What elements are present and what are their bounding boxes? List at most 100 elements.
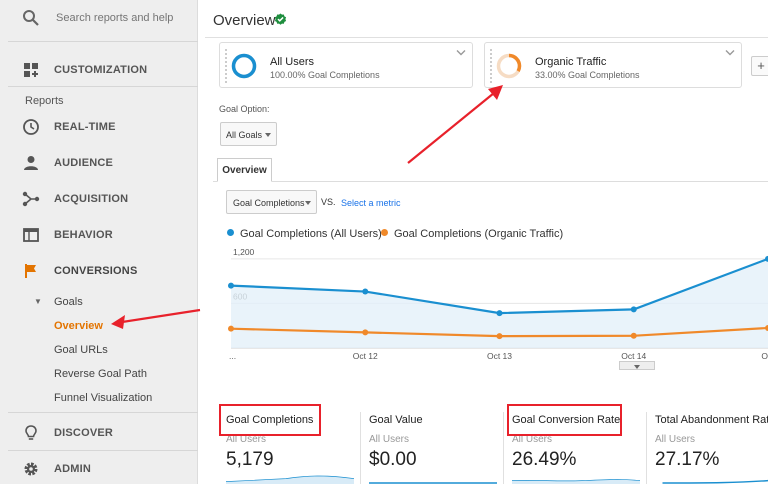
data-point[interactable] — [630, 306, 637, 313]
goals-expand-icon[interactable]: ▼ — [34, 297, 42, 306]
scorecard-title: Goal Conversion Rate — [512, 414, 621, 426]
chevron-down-icon[interactable] — [456, 49, 466, 57]
flag-icon — [25, 264, 36, 278]
legend-item-all-users[interactable]: Goal Completions (All Users) — [227, 228, 382, 240]
sidebar-item-label: BEHAVIOR — [54, 229, 113, 241]
sidebar-item-label: AUDIENCE — [54, 157, 114, 169]
sidebar-subitem-funnel-visualization[interactable]: Funnel Visualization — [54, 392, 153, 404]
legend-label: Goal Completions (Organic Traffic) — [394, 228, 564, 240]
scorecard-divider — [360, 412, 361, 484]
scorecard-divider — [646, 412, 647, 484]
scorecard-goal-completions[interactable]: Goal Completions All Users 5,179 — [226, 405, 356, 484]
data-point[interactable] — [765, 324, 768, 331]
data-point[interactable] — [496, 333, 503, 340]
sidebar-subitem-goal-urls[interactable]: Goal URLs — [54, 344, 108, 356]
sidebar-item-behavior[interactable]: BEHAVIOR — [0, 220, 198, 250]
legend-item-organic-traffic[interactable]: Goal Completions (Organic Traffic) — [381, 228, 563, 240]
x-tick-label: Oct 14 — [621, 351, 646, 361]
scorecard-title: Goal Value — [369, 414, 423, 426]
sidebar: Search reports and help CUSTOMIZATION Re… — [0, 0, 198, 484]
select-metric-link[interactable]: Select a metric — [341, 198, 401, 208]
scorecard-sub: All Users — [226, 434, 267, 445]
sidebar-item-discover[interactable]: DISCOVER — [0, 418, 198, 448]
gear-icon — [24, 462, 38, 476]
sidebar-item-customization[interactable]: CUSTOMIZATION — [0, 55, 198, 85]
header: Overview — [205, 0, 768, 38]
legend-swatch — [227, 229, 234, 236]
sidebar-item-label: CUSTOMIZATION — [54, 64, 148, 76]
sidebar-divider — [8, 41, 198, 42]
search-input[interactable]: Search reports and help — [56, 12, 174, 24]
sidebar-divider — [8, 450, 198, 451]
segment-ring-icon — [231, 53, 257, 79]
data-point[interactable] — [765, 255, 768, 262]
search-icon — [23, 10, 39, 26]
caret-down-icon — [265, 133, 271, 137]
segment-drag-handle[interactable] — [490, 49, 492, 83]
data-point[interactable] — [362, 288, 369, 295]
sidebar-item-conversions[interactable]: CONVERSIONS — [0, 256, 198, 286]
page-title: Overview — [213, 12, 276, 29]
caret-down-icon — [634, 365, 640, 369]
sidebar-item-audience[interactable]: AUDIENCE — [0, 148, 198, 178]
sparkline — [662, 479, 768, 484]
dashboard-icon — [24, 63, 38, 77]
sidebar-divider — [8, 412, 198, 413]
sidebar-item-admin[interactable]: ADMIN — [0, 454, 198, 484]
add-segment-button[interactable]: + — [751, 56, 768, 76]
sparkline — [369, 482, 497, 484]
caret-down-icon — [305, 201, 311, 205]
data-point[interactable] — [228, 282, 234, 289]
scorecard-value: 27.17% — [655, 449, 720, 470]
sparkline — [226, 475, 354, 484]
metric-select[interactable]: Goal Completions — [226, 190, 317, 214]
sidebar-item-label: DISCOVER — [54, 427, 114, 439]
vs-label: VS. — [321, 197, 336, 207]
sidebar-search[interactable]: Search reports and help — [0, 0, 198, 40]
sidebar-item-acquisition[interactable]: ACQUISITION — [0, 184, 198, 214]
scorecard-value: $0.00 — [369, 449, 417, 470]
sidebar-item-label: CONVERSIONS — [54, 265, 138, 277]
sidebar-item-realtime[interactable]: REAL-TIME — [0, 112, 198, 142]
scorecard-goal-value[interactable]: Goal Value All Users $0.00 — [369, 405, 499, 484]
goal-option-label: Goal Option: — [219, 104, 270, 114]
clock-icon — [23, 119, 39, 135]
annotation-box-goal-completions — [219, 404, 321, 436]
scorecard-sub: All Users — [655, 434, 696, 445]
scorecard-sub: All Users — [369, 434, 410, 445]
tab-bar-line — [213, 181, 768, 182]
segment-sub: 100.00% Goal Completions — [270, 70, 380, 80]
scorecard-divider — [503, 412, 504, 484]
chart-range-handle[interactable] — [619, 361, 655, 370]
scorecard-goal-conversion-rate[interactable]: Goal Conversion Rate All Users 26.49% — [512, 405, 642, 484]
scorecard-value: 5,179 — [226, 449, 274, 470]
segment-card-organic-traffic[interactable]: Organic Traffic 33.00% Goal Completions — [484, 42, 742, 88]
behavior-icon — [23, 228, 39, 242]
data-point[interactable] — [228, 325, 234, 332]
chevron-down-icon[interactable] — [725, 49, 735, 57]
goal-option-value: All Goals — [226, 130, 263, 140]
sidebar-divider — [8, 86, 198, 87]
data-point[interactable] — [630, 332, 637, 339]
tab-overview[interactable]: Overview — [217, 158, 272, 182]
sidebar-subitem-reverse-goal-path[interactable]: Reverse Goal Path — [54, 368, 147, 380]
data-point[interactable] — [496, 310, 503, 317]
data-point[interactable] — [362, 329, 369, 336]
sidebar-item-goals[interactable]: Goals — [54, 296, 83, 308]
sidebar-item-label: REAL-TIME — [54, 121, 116, 133]
scorecard-title: Total Abandonment Rate — [655, 414, 768, 426]
x-tick-label: Oct — [761, 351, 768, 361]
segment-drag-handle[interactable] — [225, 49, 227, 83]
segment-card-all-users[interactable]: All Users 100.00% Goal Completions — [219, 42, 473, 88]
segment-ring-icon — [496, 53, 522, 79]
x-tick-label: Oct 13 — [487, 351, 512, 361]
sidebar-section-reports: Reports — [25, 95, 64, 107]
goal-option-select[interactable]: All Goals — [220, 122, 277, 146]
x-tick-label: ... — [229, 351, 236, 361]
scorecard-total-abandonment-rate[interactable]: Total Abandonment Rate All Users 27.17% — [655, 405, 768, 484]
legend-swatch — [381, 229, 388, 236]
legend-label: Goal Completions (All Users) — [240, 228, 382, 240]
sidebar-subitem-overview[interactable]: Overview — [54, 320, 103, 332]
